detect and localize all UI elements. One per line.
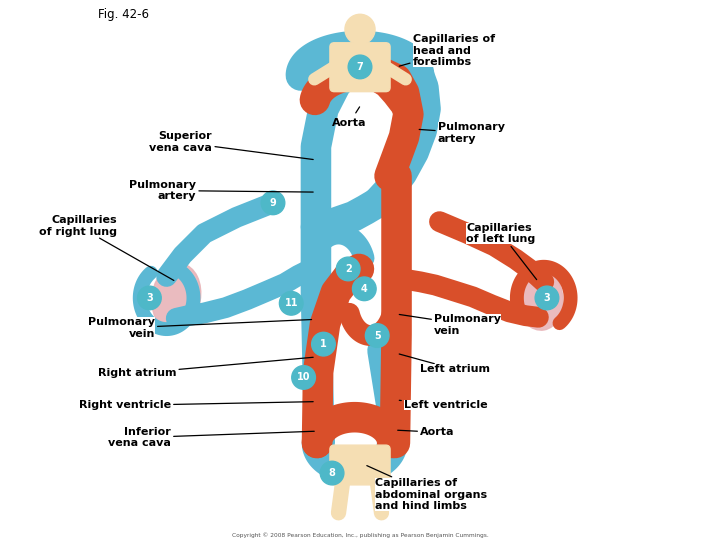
Text: Right atrium: Right atrium — [98, 357, 313, 378]
Ellipse shape — [514, 264, 563, 330]
Circle shape — [292, 366, 315, 389]
Text: Pulmonary
artery: Pulmonary artery — [129, 180, 313, 201]
Text: Pulmonary
vein: Pulmonary vein — [400, 314, 501, 335]
Circle shape — [336, 257, 360, 281]
Text: Inferior
vena cava: Inferior vena cava — [108, 427, 314, 448]
Circle shape — [365, 323, 389, 347]
Text: 2: 2 — [345, 264, 351, 274]
Text: 8: 8 — [328, 468, 336, 478]
Text: 9: 9 — [269, 198, 276, 208]
Circle shape — [348, 55, 372, 79]
Circle shape — [261, 191, 285, 215]
Text: Copyright © 2008 Pearson Education, Inc., publishing as Pearson Benjamin Cumming: Copyright © 2008 Pearson Education, Inc.… — [232, 532, 488, 537]
Text: 3: 3 — [146, 293, 153, 303]
Text: Right ventricle: Right ventricle — [78, 400, 313, 410]
Text: Left atrium: Left atrium — [399, 354, 490, 374]
Text: Left ventricle: Left ventricle — [400, 400, 487, 410]
Text: 3: 3 — [544, 293, 550, 303]
Circle shape — [279, 292, 303, 315]
Text: 10: 10 — [297, 373, 310, 382]
Text: 5: 5 — [374, 330, 381, 341]
FancyBboxPatch shape — [330, 445, 390, 485]
Circle shape — [535, 286, 559, 310]
Text: 1: 1 — [320, 339, 327, 349]
Ellipse shape — [152, 264, 201, 330]
Text: 4: 4 — [361, 284, 368, 294]
Text: Pulmonary
artery: Pulmonary artery — [419, 122, 505, 144]
Circle shape — [138, 286, 161, 310]
FancyBboxPatch shape — [330, 43, 390, 92]
Text: Capillaries
of right lung: Capillaries of right lung — [39, 215, 174, 280]
Text: Superior
vena cava: Superior vena cava — [149, 131, 313, 159]
Text: Capillaries of
abdominal organs
and hind limbs: Capillaries of abdominal organs and hind… — [366, 465, 487, 511]
Text: Aorta: Aorta — [332, 107, 366, 128]
Circle shape — [312, 332, 336, 356]
Text: Capillaries
of left lung: Capillaries of left lung — [467, 222, 536, 280]
Text: 11: 11 — [284, 298, 298, 308]
Circle shape — [353, 277, 376, 301]
Text: Capillaries of
head and
forelimbs: Capillaries of head and forelimbs — [399, 34, 495, 68]
Text: Fig. 42-6: Fig. 42-6 — [98, 8, 149, 21]
Text: Pulmonary
vein: Pulmonary vein — [88, 317, 312, 339]
Text: Aorta: Aorta — [397, 427, 454, 437]
Circle shape — [345, 14, 375, 44]
Text: 7: 7 — [356, 62, 364, 72]
Circle shape — [320, 461, 344, 485]
